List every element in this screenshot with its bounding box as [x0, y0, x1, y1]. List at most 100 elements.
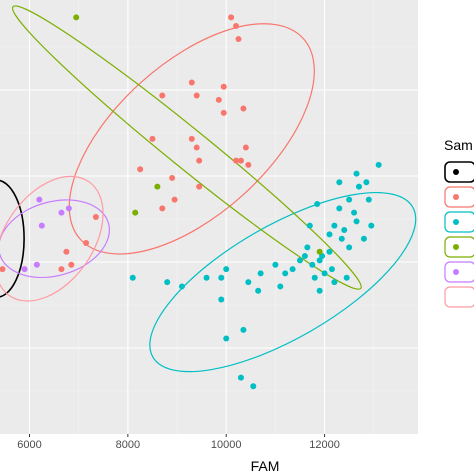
- point-series-2: [196, 157, 203, 164]
- ellipse-series-5: [0, 199, 110, 279]
- point-series-2: [63, 248, 70, 255]
- legend-key-point: [453, 269, 459, 275]
- point-series-3: [296, 257, 303, 264]
- point-series-2: [169, 174, 176, 181]
- point-series-5: [38, 222, 45, 229]
- point-series-4: [316, 248, 323, 255]
- point-series-3: [326, 231, 333, 238]
- point-series-5: [33, 261, 40, 268]
- point-series-2: [245, 161, 252, 168]
- point-series-3: [343, 274, 350, 281]
- point-series-3: [255, 287, 262, 294]
- ellipse-series-4: [11, 5, 362, 290]
- point-series-3: [375, 161, 382, 168]
- point-series-4: [154, 183, 161, 190]
- point-series-3: [336, 179, 343, 186]
- point-series-3: [218, 274, 225, 281]
- point-series-2: [193, 144, 200, 151]
- x-tick-label: 6000: [17, 439, 41, 451]
- point-series-3: [331, 279, 338, 286]
- point-series-2: [196, 183, 203, 190]
- point-series-3: [326, 248, 333, 255]
- point-series-3: [237, 374, 244, 381]
- legend-key-series-4: [444, 236, 474, 258]
- point-series-3: [306, 222, 313, 229]
- point-series-2: [83, 240, 90, 247]
- point-series-3: [353, 170, 360, 177]
- point-series-3: [341, 227, 348, 234]
- point-series-3: [178, 283, 185, 290]
- point-series-2: [159, 92, 166, 99]
- point-series-3: [363, 179, 370, 186]
- legend-key-series-3: [444, 211, 474, 233]
- point-series-2: [237, 157, 244, 164]
- point-series-2: [159, 205, 166, 212]
- point-series-2: [235, 36, 242, 43]
- legend-key-series-1: [444, 161, 474, 183]
- point-series-3: [250, 383, 257, 390]
- point-series-3: [316, 287, 323, 294]
- legend-key-point: [453, 169, 459, 175]
- point-series-4: [132, 209, 139, 216]
- legend-key-point: [453, 194, 459, 200]
- point-series-5: [36, 196, 43, 203]
- ellipse-layer: [0, 5, 417, 373]
- point-series-3: [346, 244, 353, 251]
- point-series-3: [272, 261, 279, 268]
- x-axis-title: FAM: [251, 458, 280, 474]
- point-series-3: [218, 296, 225, 303]
- legend-key-series-6: [444, 286, 474, 308]
- point-series-2: [193, 92, 200, 99]
- point-series-5: [65, 205, 72, 212]
- point-series-2: [233, 157, 240, 164]
- ellipse-series-1: [0, 179, 25, 298]
- point-series-3: [338, 235, 345, 242]
- point-series-4: [73, 14, 80, 21]
- point-series-3: [203, 274, 210, 281]
- point-series-2: [68, 261, 75, 268]
- minor-gridlines: [0, 0, 418, 434]
- point-series-3: [321, 270, 328, 277]
- point-series-2: [171, 196, 178, 203]
- point-series-2: [149, 135, 156, 142]
- point-series-2: [220, 109, 227, 116]
- point-series-3: [223, 335, 230, 342]
- point-series-3: [353, 218, 360, 225]
- point-layer: [0, 14, 382, 390]
- point-series-3: [311, 274, 318, 281]
- point-series-3: [360, 235, 367, 242]
- point-series-2: [228, 14, 235, 21]
- point-series-2: [215, 96, 222, 103]
- point-series-3: [331, 222, 338, 229]
- point-series-2: [58, 266, 65, 273]
- point-series-5: [58, 209, 65, 216]
- point-series-3: [301, 253, 308, 260]
- point-series-3: [245, 279, 252, 286]
- point-series-2: [188, 135, 195, 142]
- point-series-3: [282, 270, 289, 277]
- point-series-3: [368, 222, 375, 229]
- point-series-3: [355, 183, 362, 190]
- x-tick-label: 12000: [309, 439, 340, 451]
- point-series-3: [346, 196, 353, 203]
- point-series-5: [21, 266, 28, 273]
- point-series-3: [240, 326, 247, 333]
- point-series-3: [328, 266, 335, 273]
- x-tick-label: 10000: [211, 439, 242, 451]
- point-series-3: [365, 196, 372, 203]
- point-series-2: [220, 83, 227, 90]
- point-series-2: [137, 166, 144, 173]
- point-series-3: [164, 279, 171, 286]
- x-axis-ticks: 6000 8000 10000 12000: [17, 434, 340, 451]
- point-series-3: [314, 200, 321, 207]
- legend-key-point: [453, 219, 459, 225]
- legend-key-point: [453, 244, 459, 250]
- legend: Sam: [444, 137, 474, 308]
- point-series-3: [351, 209, 358, 216]
- point-series-2: [92, 214, 99, 220]
- point-series-2: [240, 105, 247, 112]
- point-series-3: [223, 266, 230, 273]
- point-series-3: [336, 205, 343, 212]
- legend-title: Sam: [444, 137, 473, 153]
